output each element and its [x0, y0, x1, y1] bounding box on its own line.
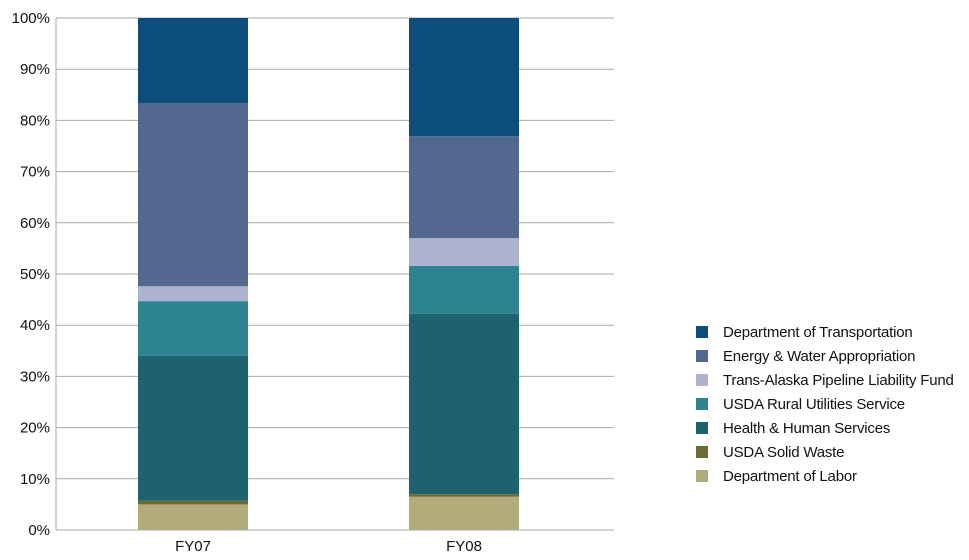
bars: [138, 18, 519, 530]
legend-swatch: [696, 446, 708, 458]
y-tick-label: 100%: [12, 10, 50, 27]
legend-swatch: [696, 374, 708, 386]
bar-segment-fy08-4: [409, 238, 519, 266]
legend-swatch: [696, 326, 708, 338]
y-tick-label: 30%: [20, 368, 50, 385]
y-tick-label: 90%: [20, 61, 50, 78]
legend-swatch: [696, 470, 708, 482]
bar-segment-fy08-0: [409, 496, 519, 530]
bar-segment-fy08-6: [409, 18, 519, 137]
legend-label: USDA Rural Utilities Service: [723, 395, 905, 413]
legend-item: Health & Human Services: [696, 416, 954, 440]
bar-segment-fy07-5: [138, 102, 248, 287]
legend-item: USDA Solid Waste: [696, 440, 954, 464]
legend-label: Department of Labor: [723, 467, 857, 485]
y-tick-label: 70%: [20, 164, 50, 181]
bar-segment-fy07-3: [138, 301, 248, 356]
legend-item: Department of Labor: [696, 464, 954, 488]
bar-segment-fy07-2: [138, 355, 248, 501]
y-tick-label: 80%: [20, 112, 50, 129]
legend-label: Department of Transportation: [723, 323, 913, 341]
legend-label: Health & Human Services: [723, 419, 891, 437]
y-tick-label: 20%: [20, 420, 50, 437]
x-axis-ticks: FY07 FY08: [175, 538, 482, 555]
bar-segment-fy08-3: [409, 265, 519, 314]
legend-label: USDA Solid Waste: [723, 443, 845, 461]
y-tick-label: 40%: [20, 317, 50, 334]
x-tick-label: FY08: [446, 538, 482, 555]
y-tick-label: 50%: [20, 266, 50, 283]
legend-item: Energy & Water Appropriation: [696, 344, 954, 368]
bar-segment-fy07-0: [138, 504, 248, 530]
legend-item: USDA Rural Utilities Service: [696, 392, 954, 416]
legend: Department of Transportation Energy & Wat…: [696, 320, 954, 488]
legend-swatch: [696, 422, 708, 434]
legend-label: Trans-Alaska Pipeline Liability Fund: [723, 371, 954, 389]
bar-segment-fy07-6: [138, 18, 248, 103]
legend-label: Energy & Water Appropriation: [723, 347, 916, 365]
y-axis-ticks: 0% 10% 20% 30% 40% 50% 60% 70% 80% 90% 100%: [12, 10, 50, 539]
bar-segment-fy07-1: [138, 500, 248, 505]
bar-segment-fy08-1: [409, 494, 519, 497]
bar-segment-fy08-5: [409, 136, 519, 239]
legend-item: Trans-Alaska Pipeline Liability Fund: [696, 368, 954, 392]
y-tick-label: 10%: [20, 471, 50, 488]
legend-swatch: [696, 398, 708, 410]
y-tick-label: 60%: [20, 215, 50, 232]
legend-swatch: [696, 350, 708, 362]
bar-segment-fy08-2: [409, 313, 519, 495]
legend-item: Department of Transportation: [696, 320, 954, 344]
y-tick-label: 0%: [28, 522, 50, 539]
bar-segment-fy07-4: [138, 286, 248, 302]
x-tick-label: FY07: [175, 538, 211, 555]
